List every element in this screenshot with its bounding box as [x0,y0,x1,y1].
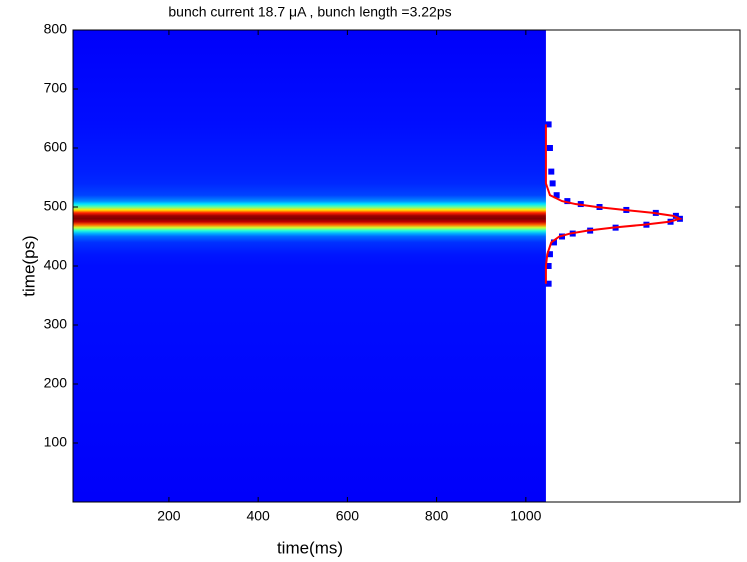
x-tick-label: 400 [246,508,270,524]
x-tick-label: 1000 [510,508,541,524]
y-tick-label: 600 [44,139,68,155]
profile-marker [564,198,571,205]
profile-marker [549,180,556,187]
profile-marker [545,263,552,269]
chart-title: bunch current 18.7 μA , bunch length =3.… [168,4,451,20]
profile-marker [546,251,553,258]
profile-marker [550,239,557,246]
profile-marker [553,192,560,199]
y-tick-label: 800 [44,21,68,37]
y-tick-label: 500 [44,198,68,214]
profile-marker [548,168,555,175]
x-tick-label: 800 [425,508,449,524]
fit-line [544,124,683,284]
x-tick-label: 600 [336,508,360,524]
y-tick-label: 400 [44,257,68,273]
y-tick-label: 200 [44,375,68,391]
profile-marker [545,121,552,128]
y-axis-label: time(ps) [19,235,38,296]
streak-image [73,30,546,502]
profile-marker [672,212,679,219]
profile-marker [545,280,552,287]
y-tick-label: 300 [44,316,68,332]
y-tick-label: 700 [44,80,68,96]
y-tick-label: 100 [44,434,68,450]
x-tick-label: 200 [157,508,181,524]
x-axis-label: time(ms) [277,538,343,557]
profile-marker [546,145,553,151]
